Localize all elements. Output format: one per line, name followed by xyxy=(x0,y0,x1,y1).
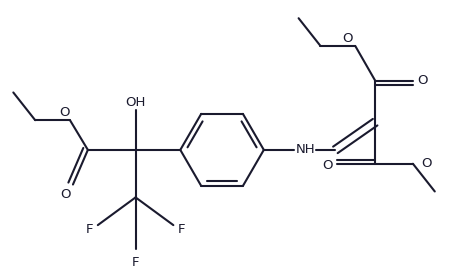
Text: OH: OH xyxy=(126,96,146,109)
Text: O: O xyxy=(59,106,69,119)
Text: O: O xyxy=(421,157,432,170)
Text: F: F xyxy=(86,222,93,236)
Text: O: O xyxy=(342,31,352,44)
Text: F: F xyxy=(178,222,185,236)
Text: NH: NH xyxy=(296,143,315,156)
Text: O: O xyxy=(60,188,70,201)
Text: O: O xyxy=(322,159,332,172)
Text: O: O xyxy=(418,74,428,87)
Text: F: F xyxy=(132,256,140,269)
